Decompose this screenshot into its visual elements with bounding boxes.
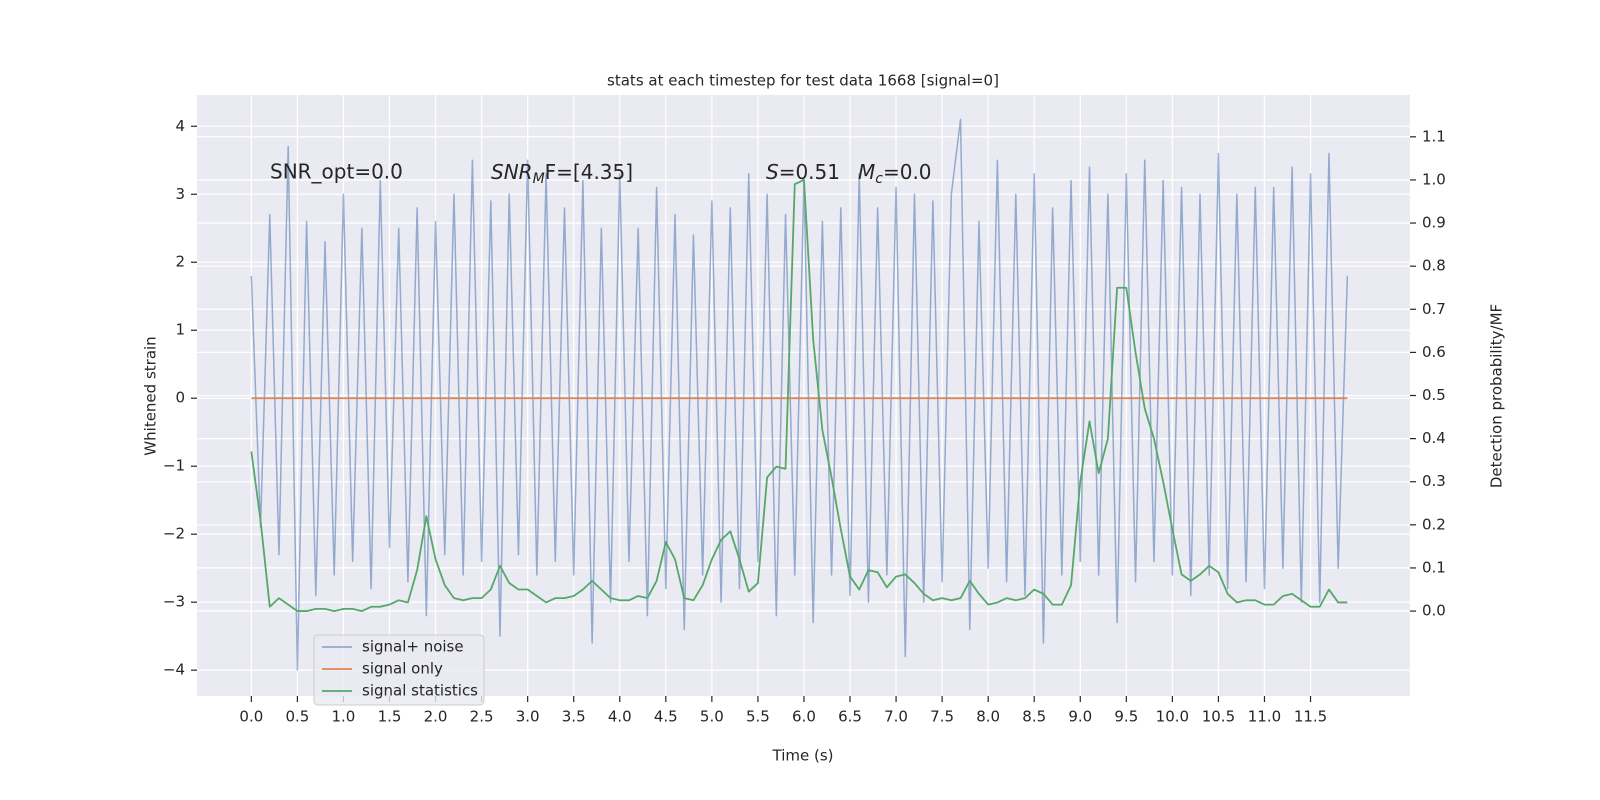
x-tick-label: 5.0: [700, 708, 724, 726]
y-tick-label: −1: [163, 457, 185, 475]
y-tick-label: −4: [163, 661, 185, 679]
y-tick-label: 2: [175, 253, 185, 271]
annotation-sub: M: [533, 171, 545, 187]
legend-label: signal only: [362, 660, 443, 678]
chart-title: stats at each timestep for test data 166…: [607, 72, 999, 90]
y-axis-label: Whitened strain: [142, 336, 160, 455]
y2-tick-label: 0.8: [1422, 257, 1446, 275]
annotation-main: M: [858, 160, 875, 184]
x-tick-label: 11.5: [1294, 708, 1327, 726]
y2-tick-label: 1.0: [1422, 170, 1446, 188]
x-tick-label: 2.0: [424, 708, 448, 726]
x-tick-label: 6.5: [838, 708, 862, 726]
y2-tick-label: 0.6: [1422, 343, 1446, 361]
x-tick-label: 7.5: [930, 708, 954, 726]
x-tick-label: 8.5: [1022, 708, 1046, 726]
x-tick-label: 11.0: [1248, 708, 1281, 726]
y-tick-label: 0: [175, 389, 185, 407]
x-tick-label: 4.5: [654, 708, 678, 726]
y-tick-label: 3: [175, 185, 185, 203]
y-tick-label: −3: [163, 593, 185, 611]
annotation: S=0.51: [766, 160, 840, 184]
y2-tick-label: 0.7: [1422, 300, 1446, 318]
y2-tick-label: 1.1: [1422, 127, 1446, 145]
x-tick-label: 7.0: [884, 708, 908, 726]
x-axis-label: Time (s): [772, 747, 834, 765]
x-tick-label: 9.0: [1068, 708, 1092, 726]
y2-tick-label: 0.2: [1422, 515, 1446, 533]
annotation-rest: =0.0: [883, 160, 932, 184]
x-tick-label: 3.5: [562, 708, 586, 726]
legend-box: [313, 634, 485, 706]
y2-tick-label: 0.9: [1422, 214, 1446, 232]
y2-tick-label: 0.1: [1422, 558, 1446, 576]
x-tick-label: 9.5: [1114, 708, 1138, 726]
annotation-main: S: [766, 160, 779, 184]
x-tick-label: 2.5: [470, 708, 494, 726]
x-tick-label: 4.0: [608, 708, 632, 726]
series-line: [250, 179, 1348, 612]
y2-tick-label: 0.4: [1422, 429, 1446, 447]
y2-axis-label: Detection probability/MF: [1488, 304, 1506, 488]
annotation: SNR_opt=0.0: [270, 160, 403, 184]
x-tick-label: 8.0: [976, 708, 1000, 726]
series-line: [250, 118, 1349, 671]
y2-tick-label: 0.0: [1422, 602, 1446, 620]
annotation-sub: c: [875, 171, 883, 187]
legend-label: signal statistics: [362, 682, 478, 700]
x-tick-label: 10.5: [1202, 708, 1235, 726]
y-tick-label: −2: [163, 525, 185, 543]
x-tick-label: 1.5: [378, 708, 402, 726]
x-tick-label: 1.0: [332, 708, 356, 726]
annotation: SNRMF=[4.35]: [491, 160, 633, 188]
x-tick-label: 3.0: [516, 708, 540, 726]
y2-tick-label: 0.5: [1422, 386, 1446, 404]
legend-label: signal+ noise: [362, 638, 464, 656]
x-tick-label: 0.5: [285, 708, 309, 726]
x-tick-label: 5.5: [746, 708, 770, 726]
y2-tick-label: 0.3: [1422, 472, 1446, 490]
annotation-rest: F=[4.35]: [545, 160, 633, 184]
x-tick-label: 10.0: [1156, 708, 1189, 726]
x-tick-label: 6.0: [792, 708, 816, 726]
y-tick-label: 1: [175, 321, 185, 339]
annotation: Mc=0.0: [858, 160, 932, 188]
annotation-rest: =0.51: [779, 160, 840, 184]
annotation-main: SNR: [491, 160, 533, 184]
x-tick-label: 0.0: [239, 708, 263, 726]
y-tick-label: 4: [175, 117, 185, 135]
